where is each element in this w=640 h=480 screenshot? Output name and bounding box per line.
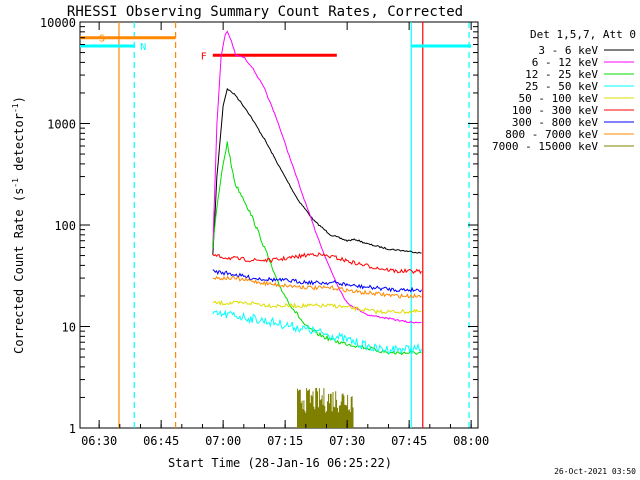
x-axis-label: Start Time (28-Jan-16 06:25:22) (168, 456, 392, 470)
series-line-5 (212, 252, 422, 275)
legend-entry-label: 800 - 7000 keV (505, 128, 598, 141)
y-tick-label: 100 (54, 219, 76, 233)
x-tick-label: 06:45 (143, 434, 179, 448)
legend-header: Det 1,5,7, Att 0 (530, 28, 636, 41)
legend-entry-label: 300 - 800 keV (512, 116, 598, 129)
legend-entry-label: 3 - 6 keV (538, 44, 598, 57)
legend-entry-label: 50 - 100 keV (519, 92, 599, 105)
x-axis-ticks: 06:30 06:45 07:00 07:15 07:30 07:45 08:00 (81, 22, 489, 448)
series-line-6 (212, 269, 422, 293)
x-tick-label: 08:00 (453, 434, 489, 448)
legend-entry-label: 100 - 300 keV (512, 104, 598, 117)
series-line-7 (212, 275, 422, 299)
legend-entry-label: 12 - 25 keV (525, 68, 598, 81)
marker-lines (118, 22, 470, 428)
flag-label: N (140, 42, 146, 53)
x-tick-label: 07:00 (205, 434, 241, 448)
x-tick-label: 07:30 (329, 434, 365, 448)
series-lines (212, 30, 422, 428)
plot-area: SNF 06:30 06:45 07:00 07:15 07:30 07:45 08:00 … (40, 16, 489, 448)
x-tick-label: 07:15 (267, 434, 303, 448)
flag-label: S (99, 34, 105, 45)
x-tick-label: 07:45 (391, 434, 427, 448)
legend-entry-label: 6 - 12 keV (532, 56, 599, 69)
y-tick-label: 10 (62, 321, 76, 335)
legend-entry-label: 7000 - 15000 keV (492, 140, 598, 153)
legend-entry-label: 25 - 50 keV (525, 80, 598, 93)
series-line-0 (212, 87, 422, 255)
chart-title: RHESSI Observing Summary Count Rates, Co… (67, 4, 463, 20)
series-line-1 (212, 30, 422, 324)
y-tick-label: 1000 (47, 118, 76, 132)
flag-annotations: S N F (80, 34, 472, 62)
series-line-8 (297, 387, 354, 428)
plot-frame (79, 21, 479, 429)
y-axis-label: Corrected Count Rate (s-1 detector-1) (11, 96, 26, 354)
y-axis-ticks: 1 10 100 1000 10000 (40, 16, 478, 436)
x-tick-label: 06:30 (81, 434, 117, 448)
flag-label: F (201, 51, 207, 62)
series-line-2 (212, 141, 422, 356)
series-line-3 (212, 309, 422, 355)
y-tick-label: 1 (69, 422, 76, 436)
series-line-4 (212, 299, 422, 315)
footer-date: 26-Oct-2021 03:50 (554, 467, 636, 476)
y-tick-label: 10000 (40, 16, 76, 30)
